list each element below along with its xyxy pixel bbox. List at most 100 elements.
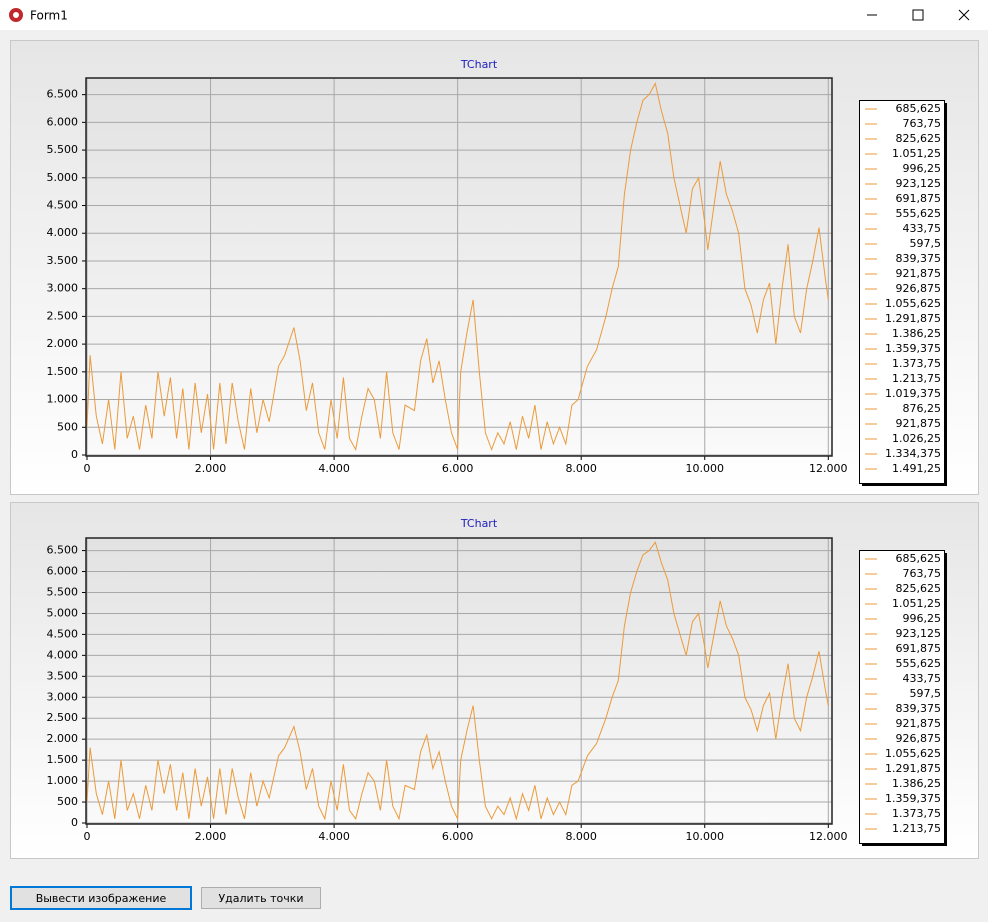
y-tick-label: 1.500 bbox=[47, 365, 79, 378]
x-tick-label: 10.000 bbox=[685, 830, 724, 843]
x-tick-label: 4.000 bbox=[318, 830, 350, 843]
y-tick-label: 500 bbox=[57, 420, 78, 433]
y-tick-label: 2.000 bbox=[47, 732, 79, 745]
plot-frame bbox=[85, 77, 833, 457]
legend-label: 1.373,75 bbox=[892, 807, 941, 820]
y-tick-label: 6.500 bbox=[47, 544, 79, 557]
x-tick-label: 12.000 bbox=[809, 462, 848, 475]
legend-label: 1.213,75 bbox=[892, 372, 941, 385]
legend-label: 1.291,875 bbox=[885, 312, 941, 325]
legend-label: 1.386,25 bbox=[892, 777, 941, 790]
y-tick-label: 6.500 bbox=[47, 88, 79, 101]
x-tick-label: 0 bbox=[84, 462, 91, 475]
y-tick-label: 6.000 bbox=[47, 115, 79, 128]
plot-frame bbox=[85, 537, 833, 825]
legend-label: 876,25 bbox=[903, 402, 942, 415]
y-tick-label: 4.000 bbox=[47, 226, 79, 239]
legend-label: 921,875 bbox=[896, 267, 942, 280]
x-tick-label: 2.000 bbox=[195, 462, 227, 475]
legend-label: 1.386,25 bbox=[892, 327, 941, 340]
x-tick-label: 8.000 bbox=[565, 830, 597, 843]
legend-label: 555,625 bbox=[896, 207, 942, 220]
legend-label: 926,875 bbox=[896, 282, 942, 295]
button[interactable] bbox=[10, 886, 192, 910]
legend-label: 996,25 bbox=[903, 162, 942, 175]
button[interactable] bbox=[201, 887, 321, 909]
y-tick-label: 1.500 bbox=[47, 753, 79, 766]
button-label: Удалить точки bbox=[218, 892, 303, 905]
legend-label: 433,75 bbox=[903, 672, 942, 685]
data-line bbox=[86, 541, 829, 821]
legend-label: 685,625 bbox=[896, 552, 942, 565]
y-tick-label: 5.500 bbox=[47, 585, 79, 598]
y-tick-label: 3.500 bbox=[47, 669, 79, 682]
y-tick-label: 3.500 bbox=[47, 254, 79, 267]
legend-label: 1.359,375 bbox=[885, 342, 941, 355]
legend-label: 597,5 bbox=[910, 687, 942, 700]
legend-label: 555,625 bbox=[896, 657, 942, 670]
y-tick-label: 3.000 bbox=[47, 282, 79, 295]
y-tick-label: 0 bbox=[71, 448, 78, 461]
close-button[interactable] bbox=[958, 9, 970, 21]
legend bbox=[859, 100, 945, 484]
legend-label: 839,375 bbox=[896, 252, 942, 265]
legend-label: 1.491,25 bbox=[892, 462, 941, 475]
legend-label: 825,625 bbox=[896, 132, 942, 145]
x-tick-label: 6.000 bbox=[442, 830, 474, 843]
y-tick-label: 500 bbox=[57, 795, 78, 808]
legend-label: 923,125 bbox=[896, 177, 942, 190]
chart-title: TChart bbox=[460, 58, 498, 71]
legend-label: 1.026,25 bbox=[892, 432, 941, 445]
x-tick-label: 2.000 bbox=[195, 830, 227, 843]
y-tick-label: 2.000 bbox=[47, 337, 79, 350]
legend-label: 923,125 bbox=[896, 627, 942, 640]
legend-label: 1.373,75 bbox=[892, 357, 941, 370]
legend-label: 921,875 bbox=[896, 417, 942, 430]
legend-label: 1.051,25 bbox=[892, 597, 941, 610]
y-tick-label: 1.000 bbox=[47, 774, 79, 787]
y-tick-label: 3.000 bbox=[47, 690, 79, 703]
y-tick-label: 5.500 bbox=[47, 143, 79, 156]
legend-label: 691,875 bbox=[896, 642, 942, 655]
y-tick-label: 6.000 bbox=[47, 565, 79, 578]
data-line bbox=[86, 82, 829, 451]
y-tick-label: 5.000 bbox=[47, 606, 79, 619]
legend bbox=[859, 550, 945, 844]
chart-title: TChart bbox=[460, 517, 498, 530]
y-tick-label: 1.000 bbox=[47, 393, 79, 406]
legend-label: 763,75 bbox=[903, 117, 942, 130]
x-tick-label: 12.000 bbox=[809, 830, 848, 843]
y-tick-label: 4.000 bbox=[47, 648, 79, 661]
legend-label: 921,875 bbox=[896, 717, 942, 730]
legend-label: 691,875 bbox=[896, 192, 942, 205]
maximize-button[interactable] bbox=[912, 9, 924, 21]
legend-label: 433,75 bbox=[903, 222, 942, 235]
legend-label: 1.055,625 bbox=[885, 747, 941, 760]
y-tick-label: 4.500 bbox=[47, 627, 79, 640]
x-tick-label: 6.000 bbox=[442, 462, 474, 475]
y-tick-label: 0 bbox=[71, 816, 78, 829]
y-tick-label: 5.000 bbox=[47, 171, 79, 184]
legend-label: 763,75 bbox=[903, 567, 942, 580]
legend-label: 1.359,375 bbox=[885, 792, 941, 805]
title-bar bbox=[0, 0, 988, 30]
legend-label: 597,5 bbox=[910, 237, 942, 250]
y-tick-label: 2.500 bbox=[47, 711, 79, 724]
x-tick-label: 8.000 bbox=[565, 462, 597, 475]
legend-label: 996,25 bbox=[903, 612, 942, 625]
legend-label: 1.213,75 bbox=[892, 822, 941, 835]
legend-label: 926,875 bbox=[896, 732, 942, 745]
legend-label: 839,375 bbox=[896, 702, 942, 715]
button-label: Вывести изображение bbox=[36, 892, 167, 905]
legend-label: 685,625 bbox=[896, 102, 942, 115]
x-tick-label: 4.000 bbox=[318, 462, 350, 475]
legend-label: 1.055,625 bbox=[885, 297, 941, 310]
y-tick-label: 4.500 bbox=[47, 199, 79, 212]
window-title: Form1 bbox=[30, 9, 68, 23]
x-tick-label: 0 bbox=[84, 830, 91, 843]
legend-label: 1.291,875 bbox=[885, 762, 941, 775]
x-tick-label: 10.000 bbox=[685, 462, 724, 475]
legend-label: 825,625 bbox=[896, 582, 942, 595]
legend-label: 1.334,375 bbox=[885, 447, 941, 460]
